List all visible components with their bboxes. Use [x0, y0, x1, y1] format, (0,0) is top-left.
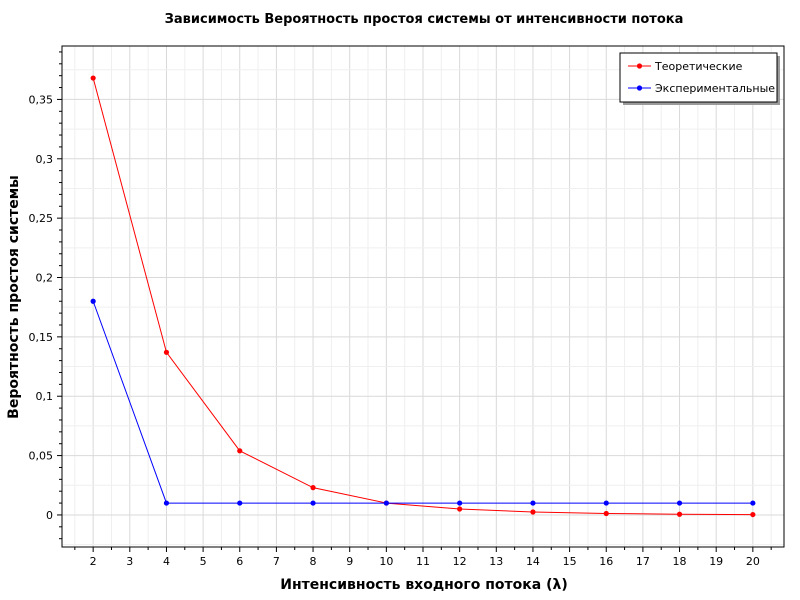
data-point-0	[310, 485, 316, 491]
x-tick-label: 17	[636, 555, 650, 568]
y-tick-label: 0,35	[29, 93, 54, 106]
y-axis-title: Вероятность простоя системы	[6, 175, 22, 419]
data-point-1	[383, 500, 389, 506]
x-tick-label: 9	[346, 555, 353, 568]
x-tick-label: 3	[126, 555, 133, 568]
y-tick-label: 0,1	[36, 390, 54, 403]
legend-marker-experimental	[636, 85, 643, 91]
x-tick-label: 13	[489, 555, 503, 568]
data-point-0	[90, 75, 96, 81]
y-tick-label: 0	[46, 509, 53, 522]
x-tick-label: 10	[379, 555, 393, 568]
data-point-1	[237, 500, 243, 506]
x-tick-label: 18	[673, 555, 687, 568]
data-point-1	[676, 500, 683, 506]
data-point-0	[163, 349, 170, 355]
x-tick-label: 5	[200, 555, 207, 568]
data-point-1	[603, 500, 609, 506]
chart-title: Зависимость Вероятность простоя системы …	[165, 12, 684, 27]
data-point-0	[603, 510, 609, 517]
data-point-1	[457, 500, 463, 506]
x-tick-label: 11	[416, 555, 430, 568]
legend-label-theoretical: Теоретические	[654, 60, 743, 73]
data-point-0	[750, 511, 756, 518]
data-point-1	[750, 500, 756, 506]
data-point-0	[530, 509, 536, 515]
x-axis-title: Интенсивность входного потока (λ)	[280, 577, 568, 593]
y-tick-label: 0,05	[29, 450, 54, 463]
x-tick-label: 20	[746, 555, 760, 568]
x-tick-label: 2	[90, 555, 97, 568]
data-point-1	[310, 500, 316, 506]
series-layer	[90, 75, 756, 518]
x-tick-label: 16	[599, 555, 613, 568]
y-tick-label: 0,3	[36, 153, 54, 166]
data-point-0	[676, 511, 683, 517]
x-tick-label: 8	[310, 555, 317, 568]
series-line-0	[92, 77, 753, 516]
legend-box	[619, 52, 778, 103]
grid	[62, 46, 784, 547]
x-tick-label: 15	[563, 555, 577, 568]
series-line-1	[92, 301, 753, 504]
legend: Теоретические Экспериментальные	[619, 52, 780, 105]
data-point-1	[163, 500, 170, 506]
x-tick-label: 19	[709, 555, 723, 568]
x-tick-label: 4	[163, 555, 170, 568]
legend-label-experimental: Экспериментальные	[655, 82, 775, 95]
legend-marker-theoretical	[636, 63, 643, 69]
data-point-1	[530, 500, 536, 506]
y-tick-label: 0,2	[36, 272, 54, 285]
x-tick-label: 6	[236, 555, 243, 568]
axes: 2 3 4 5 6 7 8 9 10 11 12 13 14 15 16 17 18 19 20 0 0,05 0,1 0,…	[29, 51, 772, 568]
data-point-0	[457, 506, 463, 512]
x-tick-label: 12	[453, 555, 467, 568]
y-tick-label: 0,15	[29, 331, 54, 344]
x-tick-label: 7	[273, 555, 280, 568]
data-point-0	[237, 448, 243, 454]
data-point-1	[90, 298, 96, 304]
x-tick-label: 14	[526, 555, 540, 568]
y-tick-label: 0,25	[29, 212, 54, 225]
